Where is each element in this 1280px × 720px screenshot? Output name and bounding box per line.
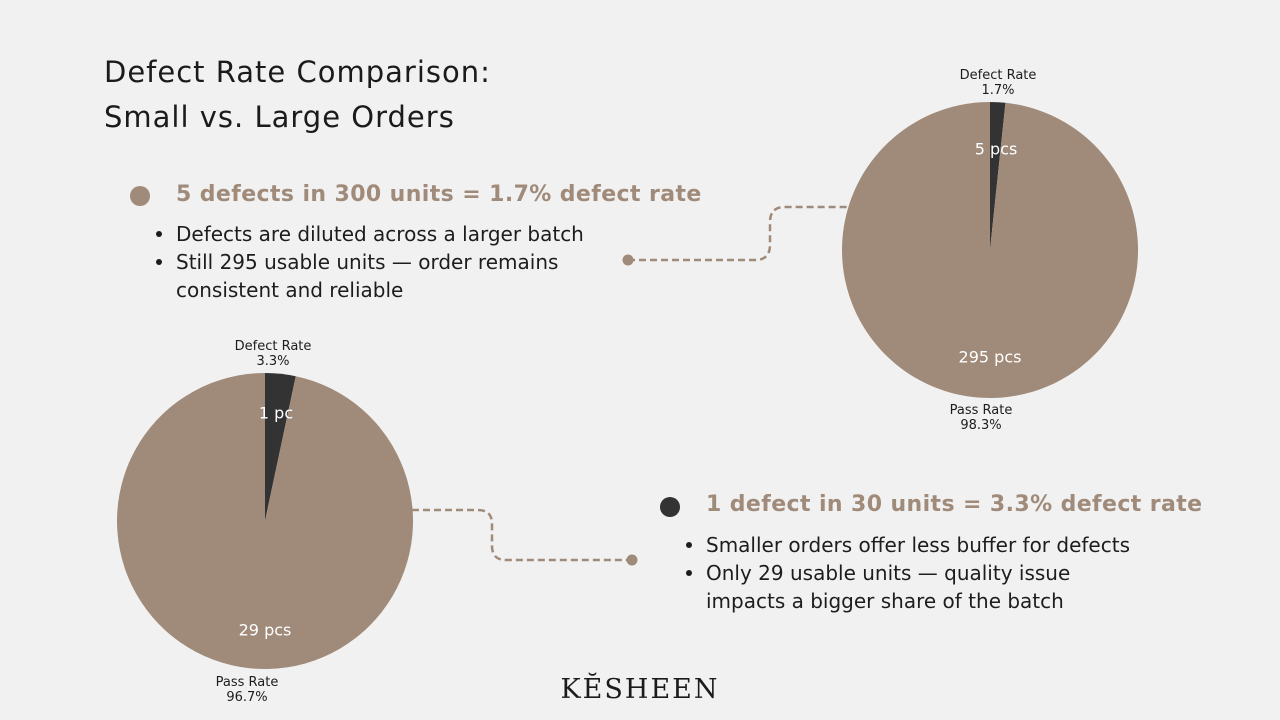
- slice-percent-label: 98.3%: [960, 418, 1001, 433]
- large-order-bullet-1: Defects are diluted across a larger batc…: [154, 220, 634, 248]
- page-title: Defect Rate Comparison: Small vs. Large …: [104, 50, 491, 140]
- title-line-2: Small vs. Large Orders: [104, 100, 455, 134]
- connector-small: [412, 508, 632, 562]
- connector-large-dot: [622, 254, 634, 266]
- slice-percent-label: 96.7%: [226, 690, 267, 705]
- slice-percent-label: 3.3%: [256, 354, 289, 369]
- large-order-heading: 5 defects in 300 units = 1.7% defect rat…: [176, 182, 702, 207]
- title-line-1: Defect Rate Comparison:: [104, 55, 491, 89]
- slice-category-label: Defect Rate: [960, 68, 1037, 83]
- slice-category-label: Defect Rate: [235, 339, 312, 354]
- brand-logo: KĔSHEEN: [560, 674, 720, 705]
- slice-category-label: Pass Rate: [216, 675, 279, 690]
- slice-value-label: 29 pcs: [239, 621, 292, 640]
- slice-value-label: 5 pcs: [975, 140, 1018, 159]
- large-order-bullets: Defects are diluted across a larger batc…: [154, 220, 634, 304]
- small-order-bullet-2: Only 29 usable units — quality issue imp…: [684, 559, 1144, 615]
- small-order-bullet-1: Smaller orders offer less buffer for def…: [684, 531, 1144, 559]
- small-order-bullets: Smaller orders offer less buffer for def…: [684, 531, 1144, 615]
- small-order-heading: 1 defect in 30 units = 3.3% defect rate: [706, 492, 1203, 517]
- pie-slice-pass-rate: [842, 102, 1139, 398]
- slice-value-label: 1 pc: [259, 404, 293, 423]
- connector-large: [628, 205, 848, 262]
- connector-small-dot: [626, 554, 638, 566]
- slice-percent-label: 1.7%: [981, 83, 1014, 98]
- pie-slice-defect-rate: [990, 102, 1006, 250]
- pie-slice-pass-rate: [117, 373, 414, 670]
- large-order-bullet-2: Still 295 usable units — order remains c…: [154, 248, 634, 304]
- pie-slice-defect-rate: [265, 373, 296, 521]
- slice-value-label: 295 pcs: [959, 348, 1022, 367]
- small-order-dot-icon: [660, 497, 680, 517]
- large-order-dot-icon: [130, 186, 150, 206]
- slice-category-label: Pass Rate: [950, 403, 1013, 418]
